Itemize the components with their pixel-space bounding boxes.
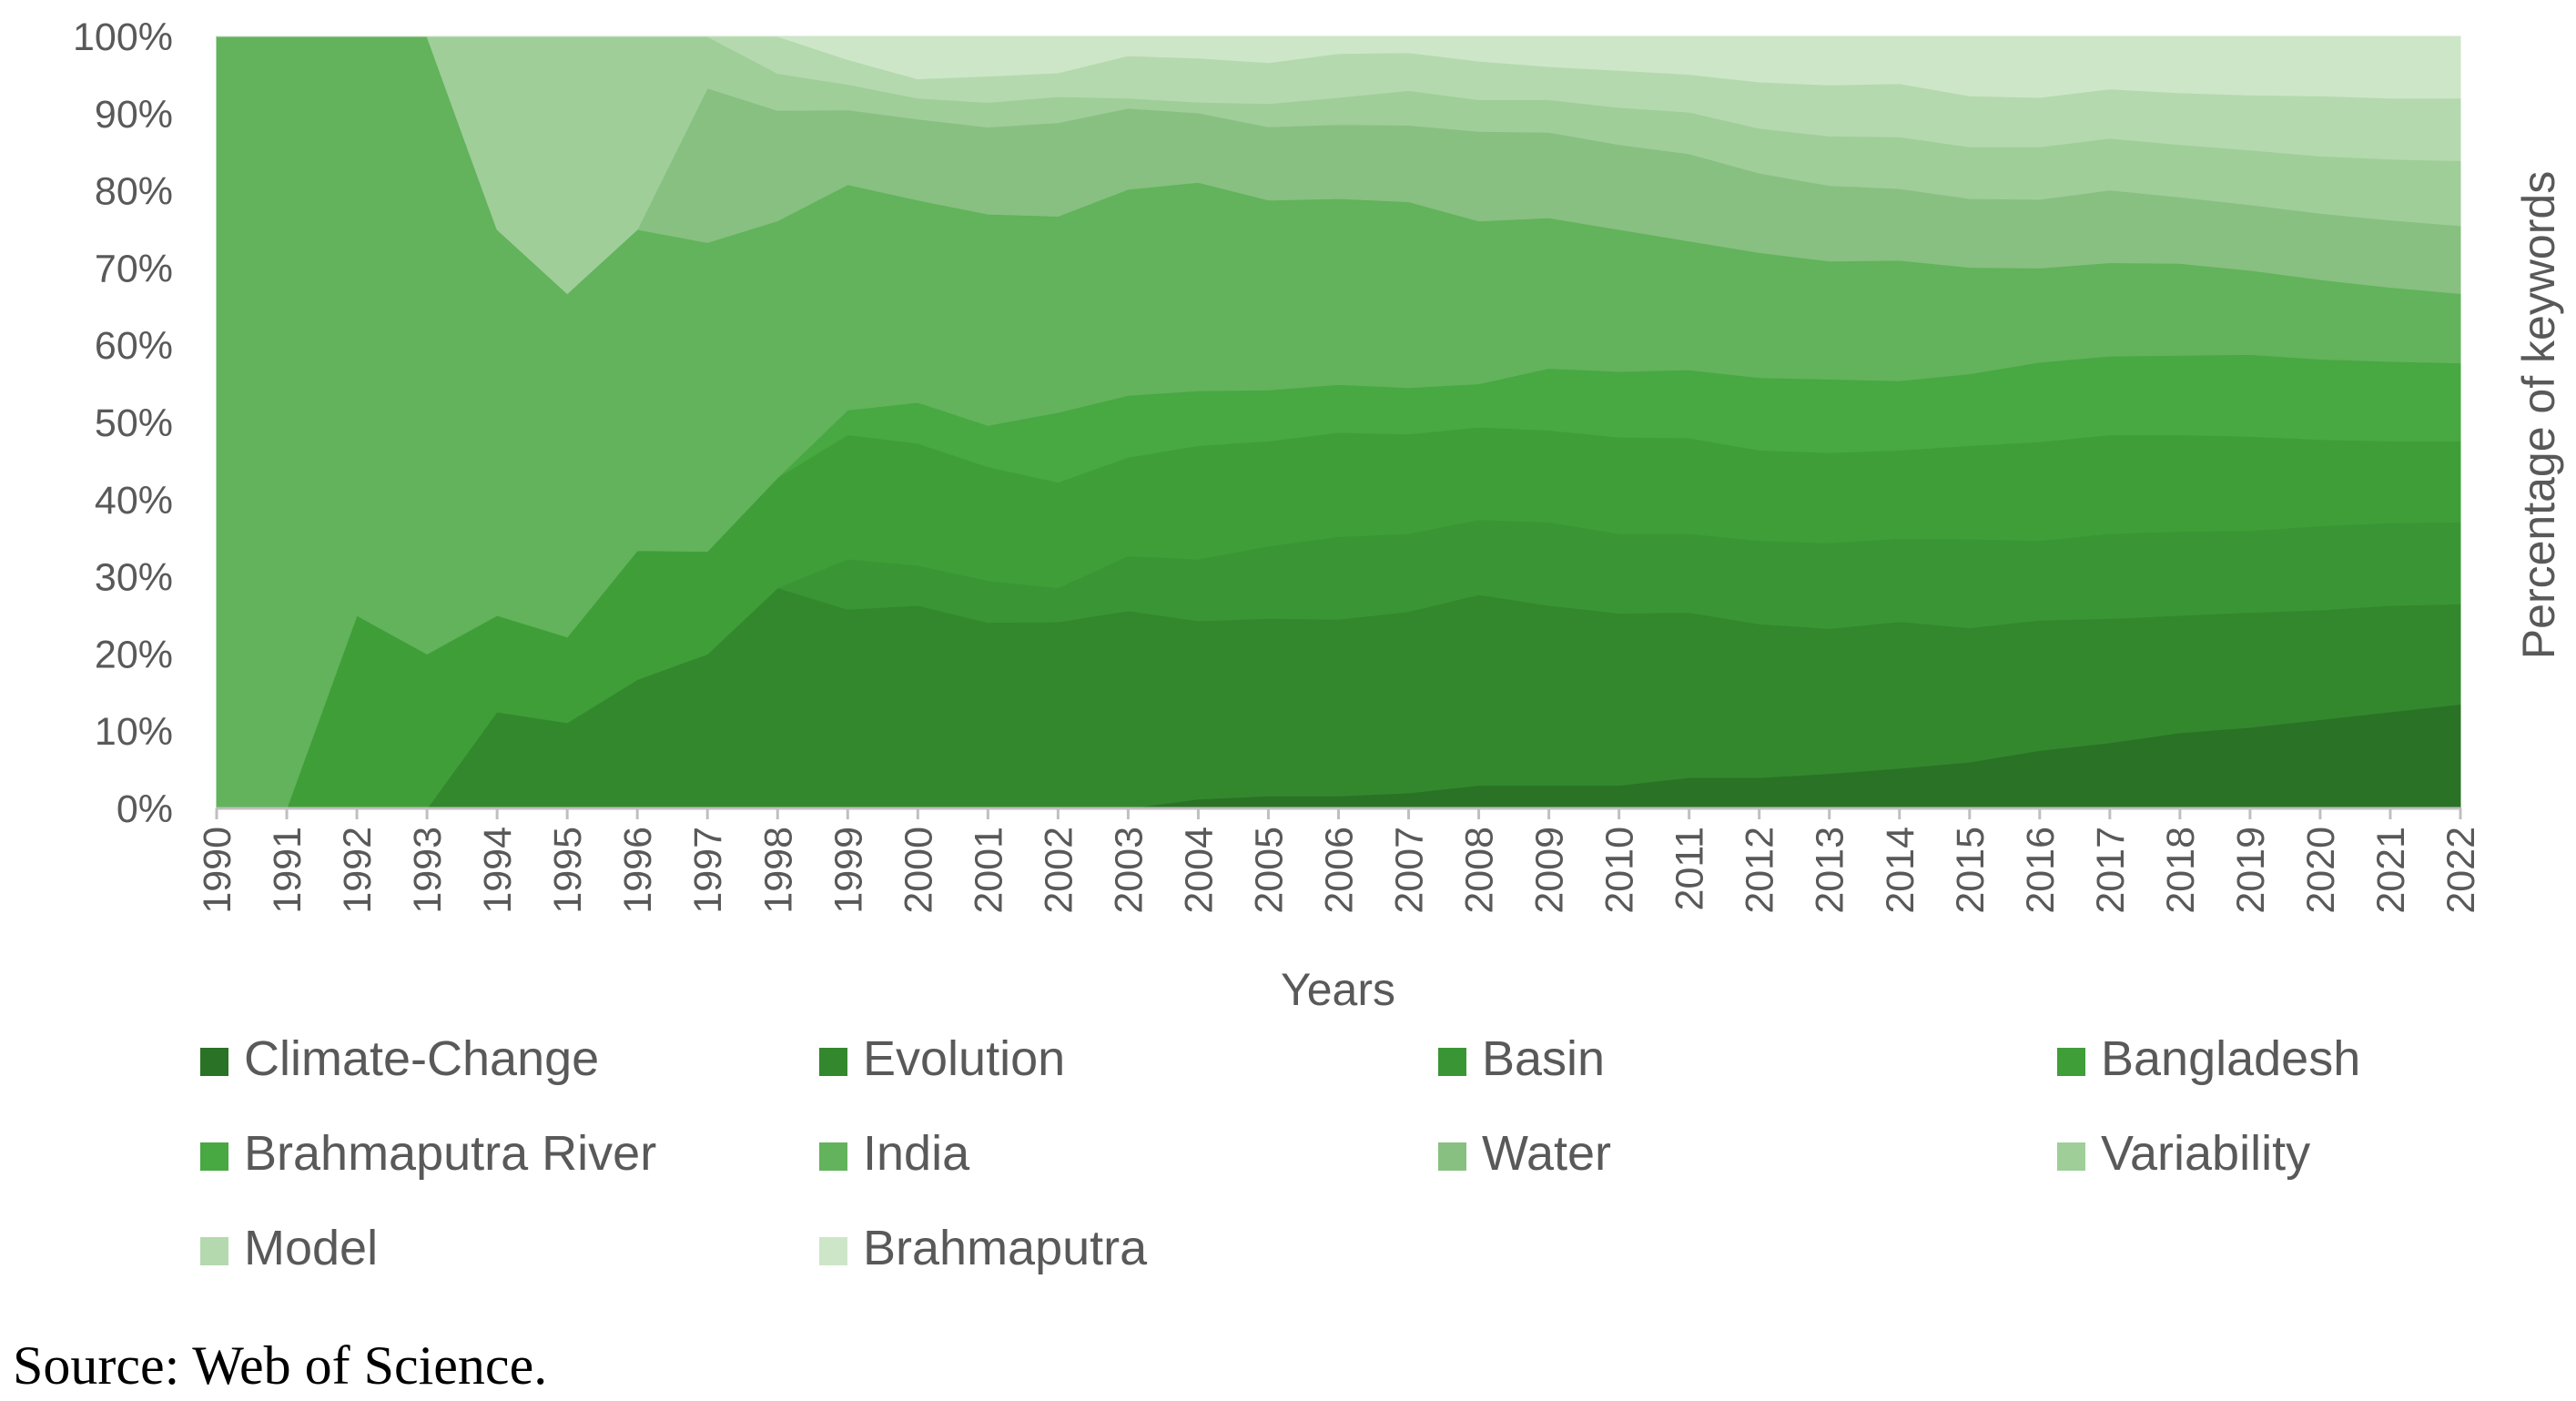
y-tick-label: 30% — [95, 556, 173, 600]
x-tick-label: 2021 — [2369, 827, 2413, 914]
y-tick-label: 20% — [95, 633, 173, 676]
legend-swatch — [200, 1048, 228, 1076]
y-tick-label: 100% — [73, 15, 173, 59]
stacked-areas — [216, 36, 2461, 809]
y-axis-ticks: 0% 10% 20% 30% 40% 50% 60% 70% 80% 90% 100% — [73, 15, 173, 831]
y-tick-label: 60% — [95, 324, 173, 368]
x-tick-label: 2012 — [1739, 827, 1782, 914]
legend-swatch — [200, 1237, 228, 1265]
x-tick-label: 2010 — [1598, 827, 1642, 914]
legend: Climate-Change Evolution Basin Bangladesh Br… — [200, 1031, 2360, 1275]
legend-label: Model — [244, 1221, 378, 1275]
legend-label: Basin — [1482, 1031, 1605, 1086]
x-axis-ticks: 1990 1991 1992 1993 1994 1995 1996 1997 1998 1999… — [196, 808, 2483, 914]
y-tick-label: 0% — [117, 787, 173, 831]
legend-swatch — [1438, 1142, 1466, 1171]
legend-swatch — [2057, 1048, 2085, 1076]
x-tick-label: 2018 — [2159, 827, 2203, 914]
x-tick-label: 1994 — [476, 827, 520, 914]
y-tick-label: 70% — [95, 247, 173, 290]
y-tick-label: 10% — [95, 710, 173, 754]
x-tick-label: 2008 — [1458, 827, 1502, 914]
legend-swatch — [1438, 1048, 1466, 1076]
legend-swatch — [819, 1048, 847, 1076]
y-tick-label: 40% — [95, 479, 173, 523]
x-tick-label: 2017 — [2089, 827, 2133, 914]
x-axis-title: Years — [1281, 964, 1395, 1015]
area-series-brahmaputra — [217, 36, 2461, 99]
x-tick-label: 2020 — [2299, 827, 2343, 914]
y-axis-title: Percentage of keywords — [2513, 171, 2564, 659]
x-tick-label: 2019 — [2229, 827, 2273, 914]
x-tick-label: 1992 — [336, 827, 380, 914]
x-tick-label: 1996 — [616, 827, 660, 914]
x-tick-label: 1990 — [196, 827, 239, 914]
x-tick-label: 1991 — [266, 827, 309, 914]
legend-label: Evolution — [863, 1031, 1065, 1086]
y-tick-label: 80% — [95, 170, 173, 214]
x-tick-label: 2016 — [2019, 827, 2063, 914]
x-tick-label: 2014 — [1879, 827, 1922, 914]
x-tick-label: 1999 — [827, 827, 870, 914]
legend-swatch — [819, 1237, 847, 1265]
x-tick-label: 1997 — [686, 827, 730, 914]
x-tick-label: 2002 — [1037, 827, 1080, 914]
x-tick-label: 2005 — [1248, 827, 1292, 914]
legend-label: Climate-Change — [244, 1031, 599, 1086]
legend-label: Bangladesh — [2101, 1031, 2360, 1086]
x-tick-label: 2006 — [1318, 827, 1362, 914]
legend-swatch — [2057, 1142, 2085, 1171]
x-tick-label: 2009 — [1528, 827, 1572, 914]
y-tick-label: 90% — [95, 93, 173, 137]
x-tick-label: 2015 — [1949, 827, 1993, 914]
legend-label: Brahmaputra River — [244, 1126, 656, 1181]
y-tick-label: 50% — [95, 401, 173, 445]
x-tick-label: 2011 — [1668, 827, 1712, 910]
x-tick-label: 1993 — [406, 827, 450, 914]
x-tick-label: 2003 — [1107, 827, 1151, 914]
legend-swatch — [200, 1142, 228, 1171]
legend-label: Brahmaputra — [863, 1221, 1148, 1275]
legend-label: Water — [1482, 1126, 1611, 1181]
x-tick-label: 2000 — [897, 827, 940, 914]
x-tick-label: 2013 — [1809, 827, 1852, 914]
x-tick-label: 1998 — [756, 827, 800, 914]
legend-swatch — [819, 1142, 847, 1171]
x-tick-label: 2007 — [1388, 827, 1432, 914]
x-tick-label: 1995 — [546, 827, 590, 914]
x-tick-label: 2001 — [967, 827, 1010, 914]
source-note: Source: Web of Science. — [13, 1335, 547, 1396]
legend-label: Variability — [2101, 1126, 2310, 1181]
x-tick-label: 2004 — [1177, 827, 1221, 914]
legend-label: India — [863, 1126, 970, 1181]
x-tick-label: 2022 — [2439, 827, 2483, 914]
